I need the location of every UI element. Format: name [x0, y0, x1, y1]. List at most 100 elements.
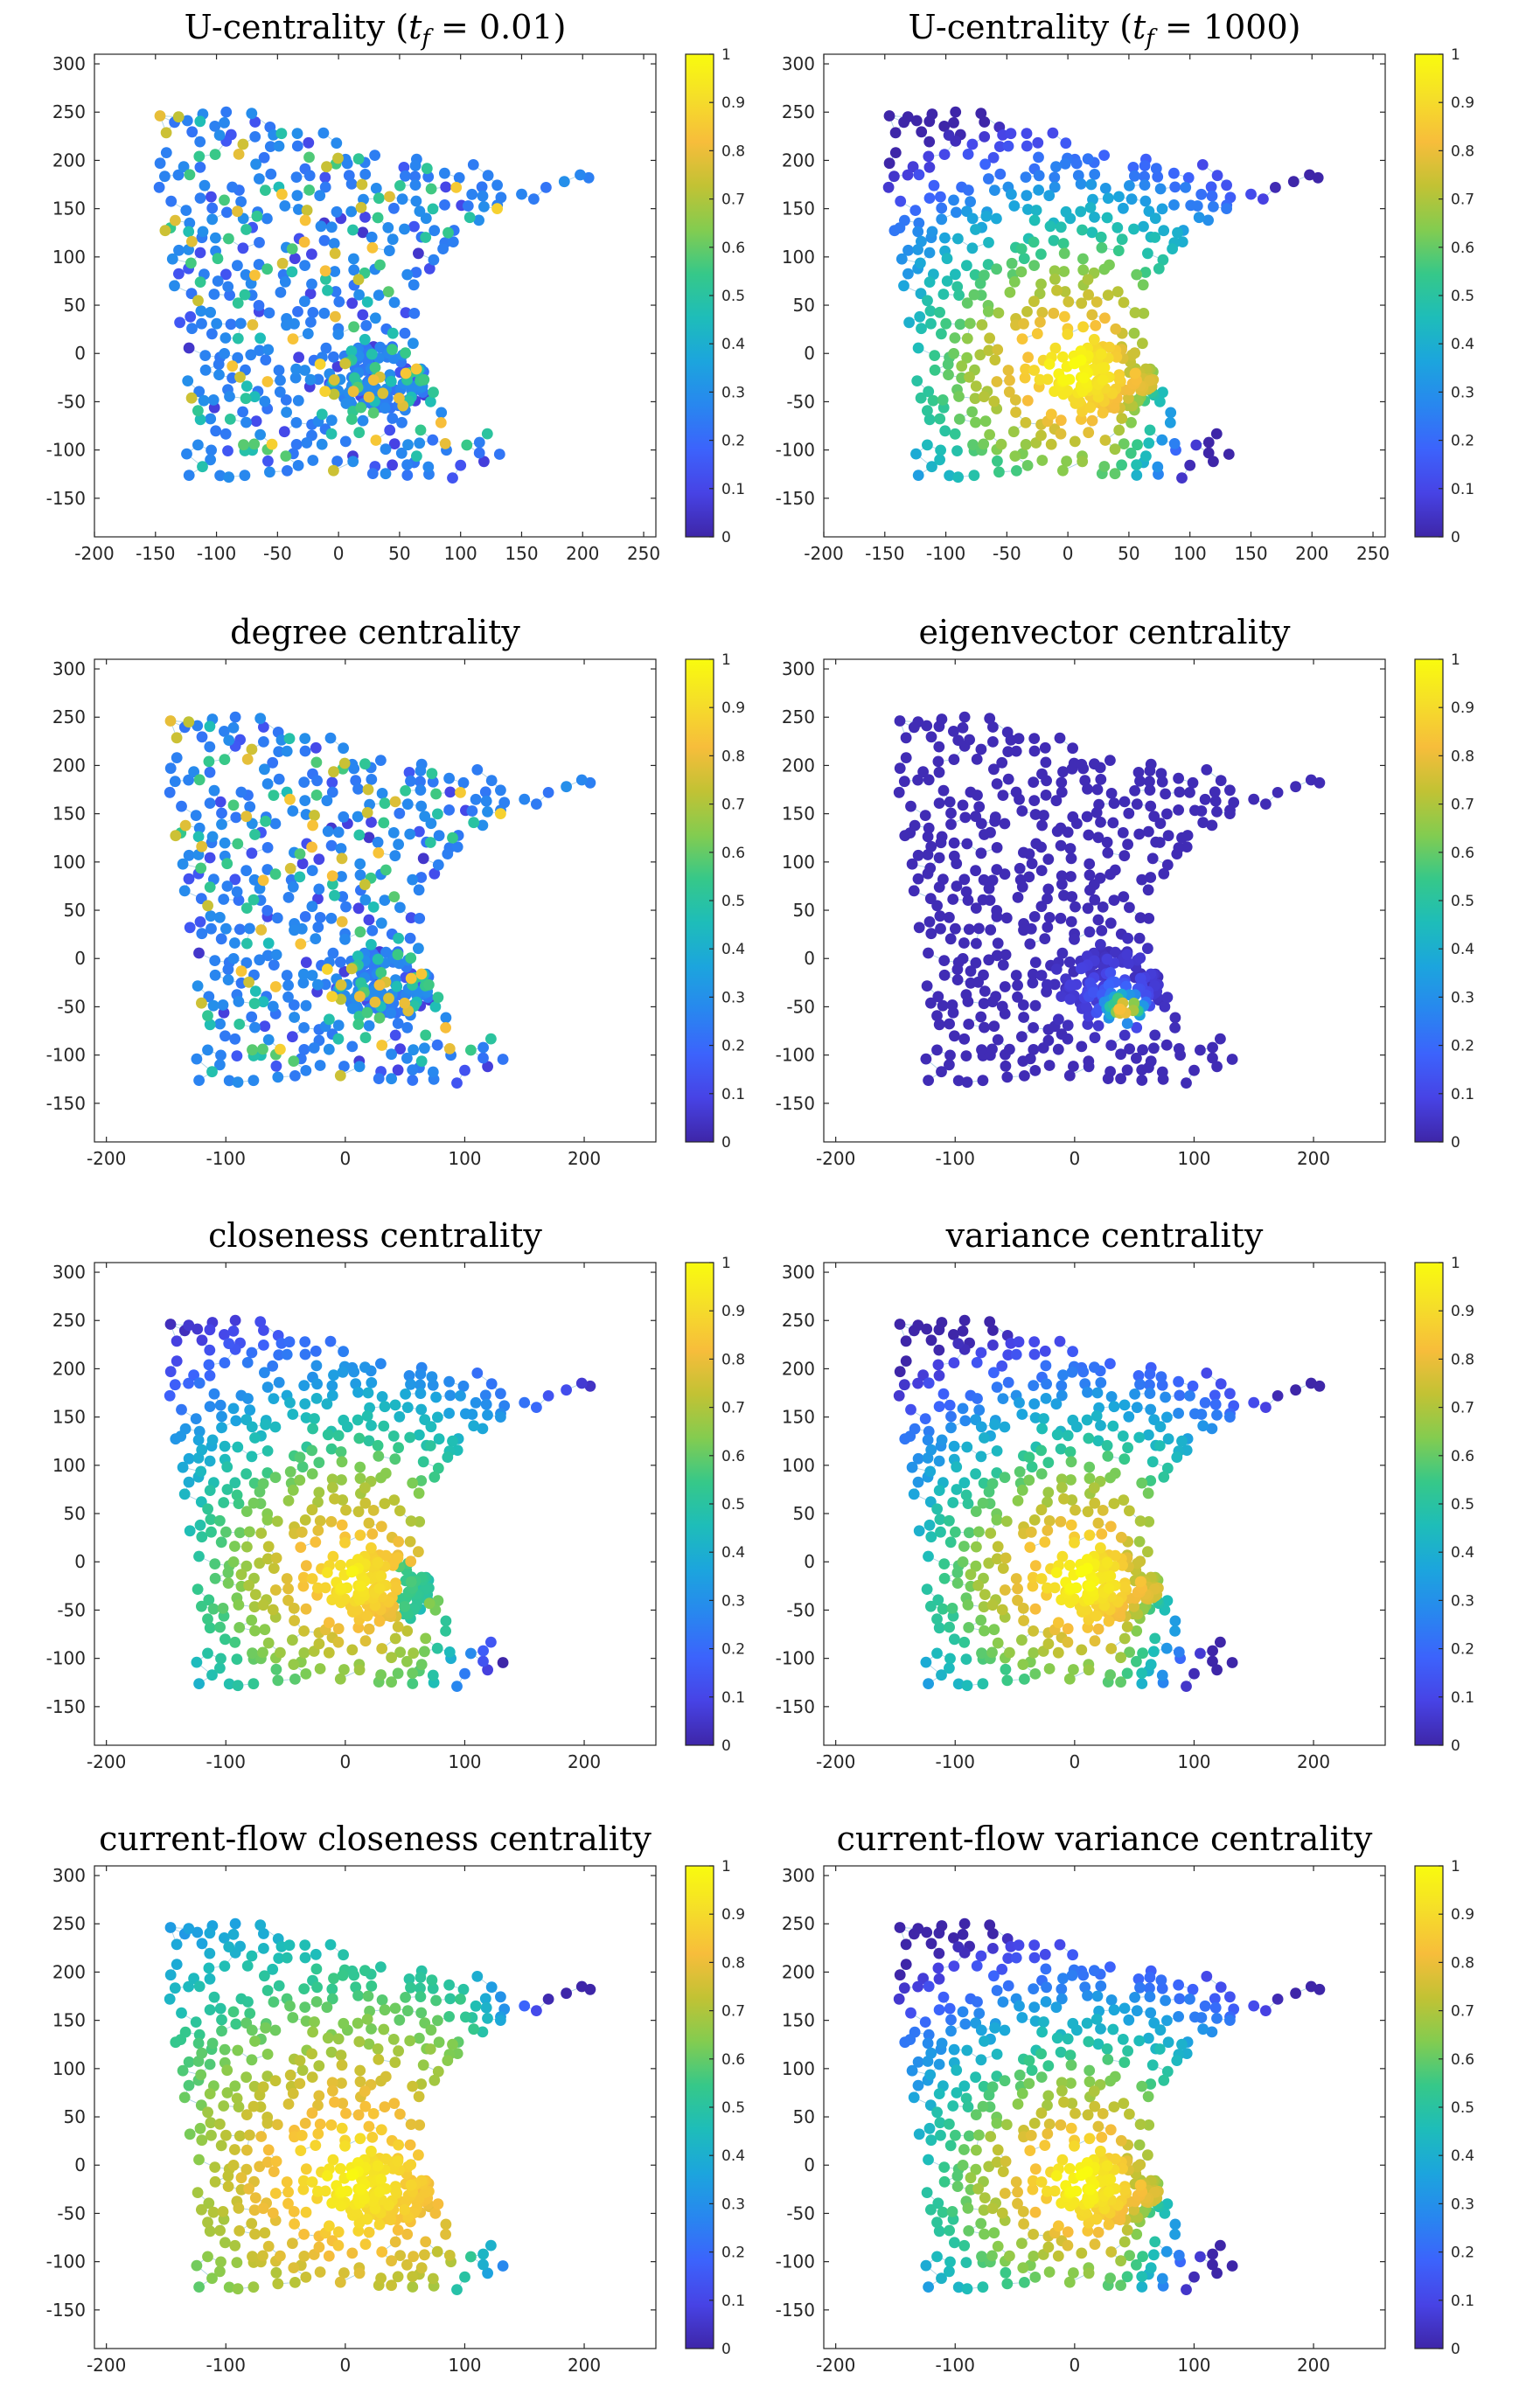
- network-node: [261, 2156, 274, 2168]
- network-node: [196, 840, 208, 853]
- network-node: [366, 817, 377, 828]
- y-tick-label: 150: [782, 804, 815, 825]
- network-node: [972, 1393, 983, 1404]
- network-node: [969, 268, 981, 281]
- network-node: [272, 1071, 284, 1083]
- network-node: [972, 1579, 984, 1591]
- network-node: [485, 1981, 498, 1994]
- network-node: [1144, 1368, 1156, 1380]
- network-node: [335, 843, 347, 854]
- network-node: [290, 171, 303, 184]
- colorbar-tick-label: 0.1: [721, 481, 745, 498]
- network-node: [326, 776, 338, 789]
- network-node: [291, 128, 303, 140]
- network-node: [281, 745, 293, 757]
- network-node: [1124, 1043, 1135, 1054]
- network-node: [318, 234, 331, 247]
- network-node: [260, 184, 271, 197]
- colorbar-tick-label: 0.3: [721, 384, 745, 401]
- network-node: [1070, 901, 1081, 913]
- network-node: [1097, 374, 1109, 386]
- network-node: [916, 235, 927, 247]
- network-node: [294, 1451, 306, 1463]
- network-node: [931, 2106, 943, 2119]
- network-node: [925, 2203, 937, 2216]
- network-node: [926, 461, 937, 473]
- network-node: [1019, 1070, 1030, 1082]
- network-node: [1035, 429, 1047, 442]
- network-node: [1190, 439, 1202, 451]
- network-node: [1115, 1073, 1126, 1085]
- network-node: [932, 1359, 944, 1371]
- network-node: [192, 1434, 205, 1446]
- network-node: [1142, 2091, 1154, 2103]
- network-node: [284, 1465, 296, 1478]
- network-node: [414, 1516, 426, 1528]
- network-node: [991, 910, 1003, 922]
- network-node: [1024, 2145, 1036, 2157]
- network-node: [933, 2058, 945, 2070]
- network-node: [270, 2266, 282, 2279]
- network-node: [1131, 798, 1143, 811]
- network-node: [292, 460, 304, 471]
- colorbar-tick-label: 0.9: [721, 94, 745, 112]
- network-node: [359, 758, 371, 770]
- network-node: [1063, 1069, 1076, 1082]
- network-node: [1197, 1420, 1209, 1432]
- network-node: [205, 413, 217, 425]
- network-node: [1035, 970, 1048, 981]
- network-node: [1114, 1003, 1126, 1015]
- network-node: [1124, 1646, 1135, 1658]
- network-node: [231, 1653, 243, 1665]
- network-node: [1103, 2218, 1115, 2231]
- network-node: [311, 1378, 323, 1390]
- network-node: [1314, 776, 1326, 789]
- network-node: [353, 1061, 366, 1073]
- network-node: [415, 784, 427, 796]
- network-node: [1033, 184, 1044, 196]
- network-node: [912, 2079, 924, 2091]
- network-node: [388, 296, 401, 309]
- network-node: [242, 1393, 254, 1404]
- network-node: [991, 842, 1003, 853]
- network-node: [970, 2163, 982, 2175]
- network-node: [259, 1624, 271, 1636]
- network-node: [1021, 190, 1033, 202]
- network-node: [1157, 386, 1168, 399]
- network-node: [353, 289, 365, 301]
- network-node: [282, 2098, 295, 2110]
- network-node: [1012, 2197, 1023, 2210]
- network-node: [323, 1646, 335, 1659]
- x-tick-label: 200: [1297, 1148, 1330, 1169]
- network-node: [1125, 193, 1138, 205]
- network-node: [339, 435, 352, 448]
- network-node: [971, 754, 983, 765]
- network-node: [427, 776, 439, 788]
- network-node: [404, 828, 416, 840]
- network-node: [906, 1461, 918, 1473]
- network-node: [1043, 190, 1056, 202]
- network-node: [433, 1433, 445, 1445]
- network-node: [1153, 2043, 1166, 2055]
- network-node: [217, 999, 229, 1011]
- network-node: [912, 226, 924, 238]
- network-node: [1076, 2247, 1088, 2259]
- network-node: [196, 1531, 208, 1543]
- network-node: [995, 438, 1007, 450]
- y-tick-label: 250: [782, 101, 815, 122]
- network-node: [229, 1541, 240, 1552]
- network-node: [325, 2046, 338, 2058]
- network-node: [936, 713, 948, 725]
- x-tick-label: -200: [87, 1148, 126, 1169]
- network-node: [950, 106, 962, 118]
- network-node: [561, 781, 572, 793]
- network-node: [958, 1541, 970, 1552]
- network-node: [267, 1604, 279, 1616]
- network-node: [310, 1948, 322, 1960]
- network-node: [1128, 2204, 1140, 2216]
- network-node: [243, 976, 254, 988]
- x-tick-label: 200: [568, 2355, 601, 2376]
- network-node: [975, 1421, 987, 1433]
- network-node: [485, 1378, 498, 1390]
- network-node: [905, 1403, 916, 1416]
